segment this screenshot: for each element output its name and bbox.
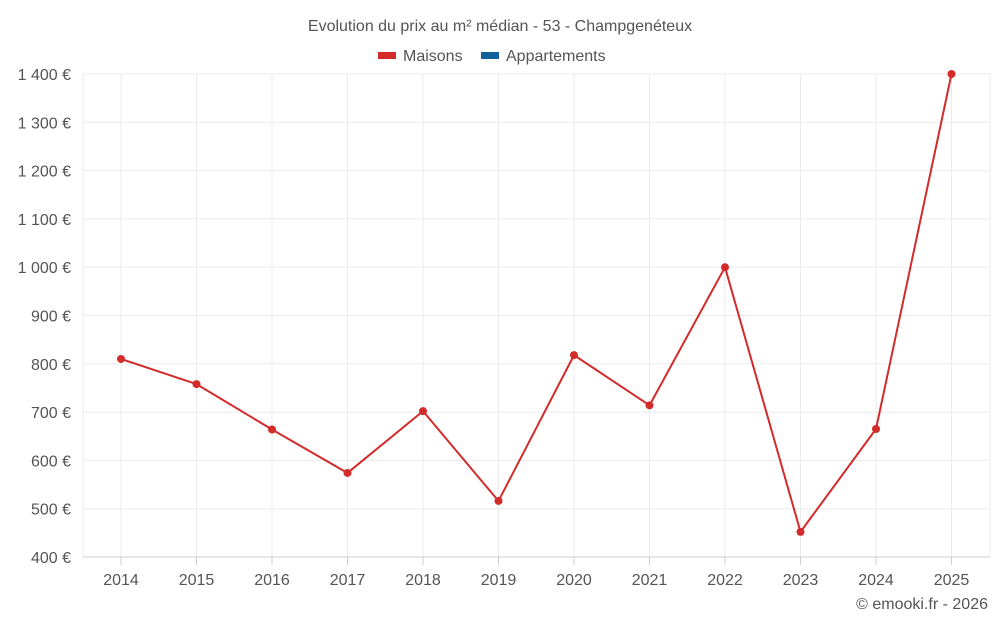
legend-item-appartements[interactable]: Appartements	[481, 48, 606, 65]
legend: Maisons Appartements	[378, 48, 606, 65]
data-point-maisons[interactable]	[192, 380, 201, 389]
y-tick-label: 700 €	[31, 405, 71, 422]
y-tick-label: 600 €	[31, 453, 71, 470]
data-point-maisons[interactable]	[419, 407, 427, 416]
data-point-maisons[interactable]	[117, 354, 125, 363]
y-tick-label: 1 100 €	[18, 212, 71, 229]
x-tick-label: 2016	[254, 572, 290, 589]
y-tick-label: 400 €	[31, 550, 71, 567]
x-tick-label: 2024	[858, 572, 894, 589]
data-point-maisons[interactable]	[268, 425, 276, 434]
x-tick-label: 2025	[934, 572, 970, 589]
legend-label-maisons: Maisons	[403, 48, 463, 65]
x-tick-label: 2019	[481, 572, 517, 589]
legend-swatch-maisons	[378, 52, 396, 59]
data-point-maisons[interactable]	[494, 496, 503, 505]
legend-item-maisons[interactable]: Maisons	[378, 48, 463, 65]
x-tick-label: 2018	[405, 572, 441, 589]
x-tick-label: 2023	[783, 572, 819, 589]
credit-text: © emooki.fr - 2026	[856, 596, 988, 613]
y-tick-label: 1 400 €	[18, 67, 71, 84]
chart-title: Evolution du prix au m² médian - 53 - Ch…	[308, 18, 692, 35]
data-point-maisons[interactable]	[872, 425, 880, 434]
series-line-maisons	[120, 73, 953, 533]
y-tick-label: 1 300 €	[18, 115, 71, 132]
x-tick-label: 2020	[556, 572, 592, 589]
x-tick-label: 2022	[707, 572, 743, 589]
series-maisons	[117, 70, 956, 536]
data-point-maisons[interactable]	[721, 263, 729, 272]
data-point-maisons[interactable]	[947, 70, 956, 78]
y-tick-label: 1 000 €	[18, 260, 71, 277]
legend-swatch-appartements	[481, 52, 499, 59]
data-point-maisons[interactable]	[343, 468, 352, 477]
x-tick-label: 2014	[103, 572, 139, 589]
axes: 400 € 500 € 600 € 700 € 800 € 900 € 1 000 € 1 1…	[18, 67, 990, 589]
y-tick-label: 800 €	[31, 357, 71, 374]
y-tick-label: 900 €	[31, 309, 71, 326]
data-point-maisons[interactable]	[645, 401, 654, 410]
x-tick-label: 2015	[179, 572, 215, 589]
x-tick-label: 2021	[632, 572, 668, 589]
legend-label-appartements: Appartements	[506, 48, 606, 65]
x-tick-label: 2017	[330, 572, 366, 589]
grid	[82, 73, 991, 557]
y-tick-label: 1 200 €	[18, 164, 71, 181]
data-point-maisons[interactable]	[570, 351, 578, 360]
y-tick-label: 500 €	[31, 502, 71, 519]
data-point-maisons[interactable]	[796, 527, 805, 536]
